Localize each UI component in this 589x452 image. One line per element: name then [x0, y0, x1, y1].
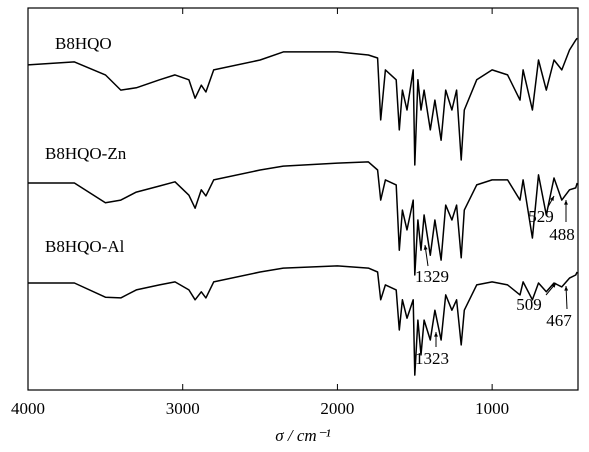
series-label: B8HQO-Al	[45, 237, 125, 256]
series-label: B8HQO	[55, 34, 112, 53]
annotation: 509	[516, 295, 542, 314]
arrow-head	[564, 200, 568, 205]
spectrum-line	[28, 161, 578, 276]
arrow-head	[434, 332, 438, 337]
arrow-head	[564, 286, 569, 291]
annotation: 529	[528, 207, 554, 226]
spectrum-line	[28, 265, 578, 376]
arrow-head	[423, 245, 428, 250]
arrow-head	[551, 283, 556, 288]
annotation: 1329	[415, 267, 449, 286]
x-axis-label: σ / cm⁻¹	[275, 426, 331, 445]
series-label: B8HQO-Zn	[45, 144, 127, 163]
annotation: 1323	[415, 349, 449, 368]
x-tick-label: 1000	[475, 399, 509, 418]
x-tick-label: 4000	[11, 399, 45, 418]
annotation: 467	[546, 311, 572, 330]
x-tick-label: 3000	[166, 399, 200, 418]
arrow-head	[550, 196, 554, 201]
plot-frame	[27, 7, 579, 391]
spectrum-line	[27, 37, 578, 166]
x-tick-label: 2000	[320, 399, 354, 418]
annotation: 488	[549, 225, 575, 244]
